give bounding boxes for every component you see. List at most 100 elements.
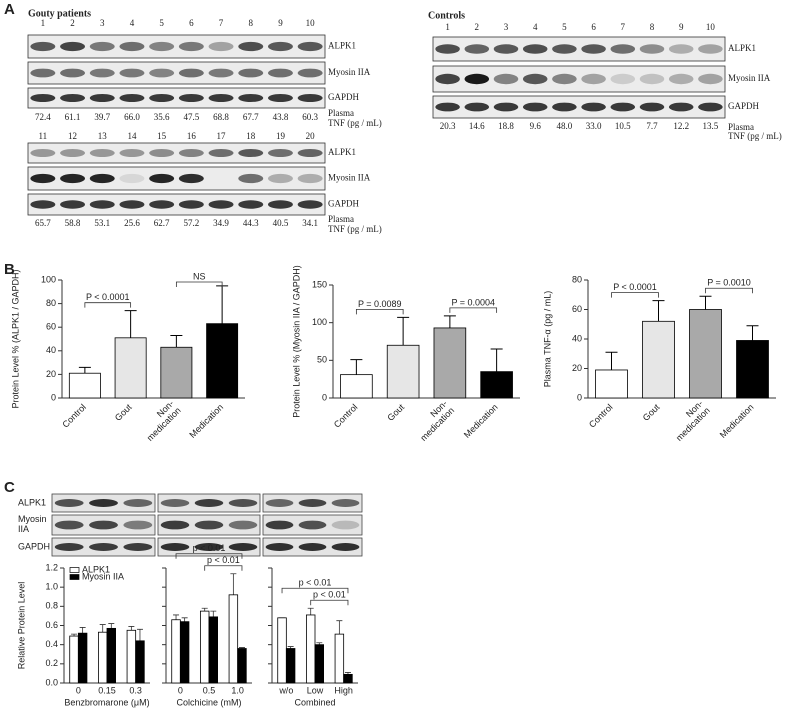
y-tick-label: 1.2	[45, 562, 58, 572]
band-label: GAPDH	[328, 92, 360, 102]
blot-band	[194, 520, 224, 530]
blot-band	[149, 68, 175, 78]
tnf-value: 35.6	[154, 112, 170, 122]
error-bar	[336, 620, 343, 635]
tnf-value: 58.8	[65, 218, 81, 228]
x-tick-label: 0.5	[203, 685, 216, 695]
blot-band	[331, 520, 360, 530]
lane-number: 2	[70, 18, 75, 28]
blot-band	[160, 543, 190, 551]
blot-band	[60, 149, 86, 157]
lane-number: 7	[621, 22, 626, 32]
bar	[69, 635, 79, 684]
lane-number: 20	[306, 131, 316, 141]
tnf-value: 61.1	[65, 112, 81, 122]
y-tick-label: 80	[572, 274, 582, 284]
y-tick-label: 100	[312, 317, 327, 327]
x-tick-label: 1.0	[231, 685, 244, 695]
error-bar	[124, 310, 137, 338]
blot-band	[610, 73, 636, 85]
blot-band	[267, 41, 293, 52]
tnf-value: 65.7	[35, 218, 51, 228]
x-tick-label: Non-medication	[138, 399, 183, 444]
tnf-value: 34.9	[213, 218, 229, 228]
tnf-value: 60.3	[302, 112, 318, 122]
y-tick-label: 0.4	[45, 639, 58, 649]
error-bar	[173, 614, 180, 620]
sig-bracket	[449, 307, 498, 313]
blot-band	[89, 41, 115, 52]
tnf-value: 48.0	[557, 121, 573, 131]
blot-band	[119, 173, 145, 184]
sig-bracket	[310, 599, 349, 606]
blot-band	[30, 41, 56, 52]
error-bar	[181, 617, 188, 622]
bar	[77, 632, 88, 684]
blot-band	[267, 173, 293, 184]
error-bar	[108, 623, 115, 629]
sig-bracket	[611, 292, 659, 298]
blot-band	[238, 94, 264, 102]
bar	[480, 371, 513, 399]
y-tick-label: 40	[46, 345, 56, 355]
blot-band	[228, 499, 258, 507]
lane-number: 6	[189, 18, 194, 28]
x-axis-label: Combined	[294, 697, 335, 707]
sig-bracket	[281, 587, 349, 594]
tnf-value: 39.7	[94, 112, 110, 122]
blot-band	[698, 44, 723, 54]
bar	[277, 617, 287, 684]
blot-band	[238, 68, 264, 78]
tnf-footer: TNF (pg / mL)	[328, 224, 382, 234]
blot-band	[297, 94, 323, 102]
blot-band	[238, 149, 264, 157]
lane-number: 6	[591, 22, 596, 32]
tnf-value: 33.0	[586, 121, 602, 131]
x-tick-label: 0.15	[98, 685, 116, 695]
blot-band	[297, 68, 323, 78]
error-bar	[230, 573, 237, 595]
blot-band	[297, 200, 323, 209]
blot-band	[522, 102, 548, 112]
lane-number: 1	[445, 22, 450, 32]
tnf-value: 10.5	[615, 121, 631, 131]
sig-label: p < 0.01	[207, 555, 240, 565]
blot-band	[149, 94, 175, 102]
blot-band	[698, 102, 723, 112]
legend-label: Myosin IIA	[82, 571, 124, 581]
blot-band	[331, 543, 360, 551]
sig-label: P = 0.0010	[707, 278, 751, 288]
blot-band	[149, 41, 175, 52]
sig-label: P = 0.0004	[451, 297, 495, 307]
panel-label: A	[4, 1, 15, 18]
tnf-value: 62.7	[154, 218, 170, 228]
blot-band	[265, 520, 294, 530]
blot-band	[297, 173, 323, 184]
bar	[228, 594, 239, 684]
blot-band	[89, 173, 115, 184]
band-label: Myosin IIA	[728, 73, 771, 83]
bar	[736, 340, 769, 399]
y-axis-label: Protein Level % (ALPK1 / GAPDH)	[10, 269, 20, 408]
sig-label: P < 0.0001	[86, 292, 130, 302]
error-bar	[99, 624, 106, 633]
blot-band	[265, 499, 294, 507]
blot-band	[123, 543, 153, 551]
lane-number: 17	[217, 131, 227, 141]
blot-band	[493, 73, 519, 85]
x-tick-label: Medication	[718, 402, 756, 440]
blot-band	[668, 73, 694, 85]
blot-band	[60, 173, 86, 184]
blot-band	[30, 68, 56, 78]
y-tick-label: 20	[572, 363, 582, 373]
y-tick-label: 0	[577, 392, 582, 402]
blot-band	[493, 44, 519, 54]
band-label: GAPDH	[18, 541, 50, 551]
blot-band	[178, 173, 204, 184]
x-axis-label: Benzbromarone (μM)	[64, 697, 149, 707]
bar	[98, 631, 108, 684]
blot-band	[194, 499, 224, 507]
blot-band	[208, 200, 234, 209]
error-bar	[79, 627, 86, 634]
error-bar	[605, 351, 618, 370]
